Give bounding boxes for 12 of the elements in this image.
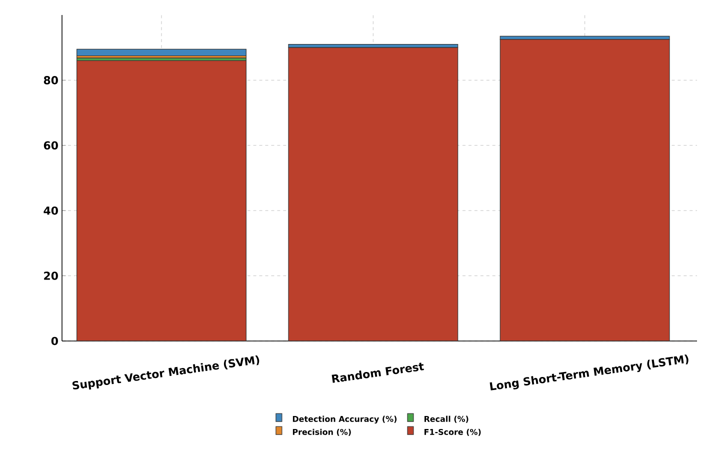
y-tick-label: 0	[51, 336, 58, 346]
bar	[288, 47, 458, 341]
y-tick-label: 40	[44, 206, 58, 215]
bar	[76, 60, 246, 341]
y-tick-label: 80	[44, 76, 58, 84]
y-tick-label: 60	[44, 141, 58, 150]
x-tick-label: Long Short-Term Memory (LSTM)	[490, 354, 688, 390]
x-tick-label: Random Forest	[332, 362, 424, 383]
y-tick-label: 20	[44, 272, 58, 280]
bar	[76, 48, 246, 56]
bar	[500, 39, 670, 341]
x-tick-label: Support Vector Machine (SVM)	[72, 355, 260, 390]
